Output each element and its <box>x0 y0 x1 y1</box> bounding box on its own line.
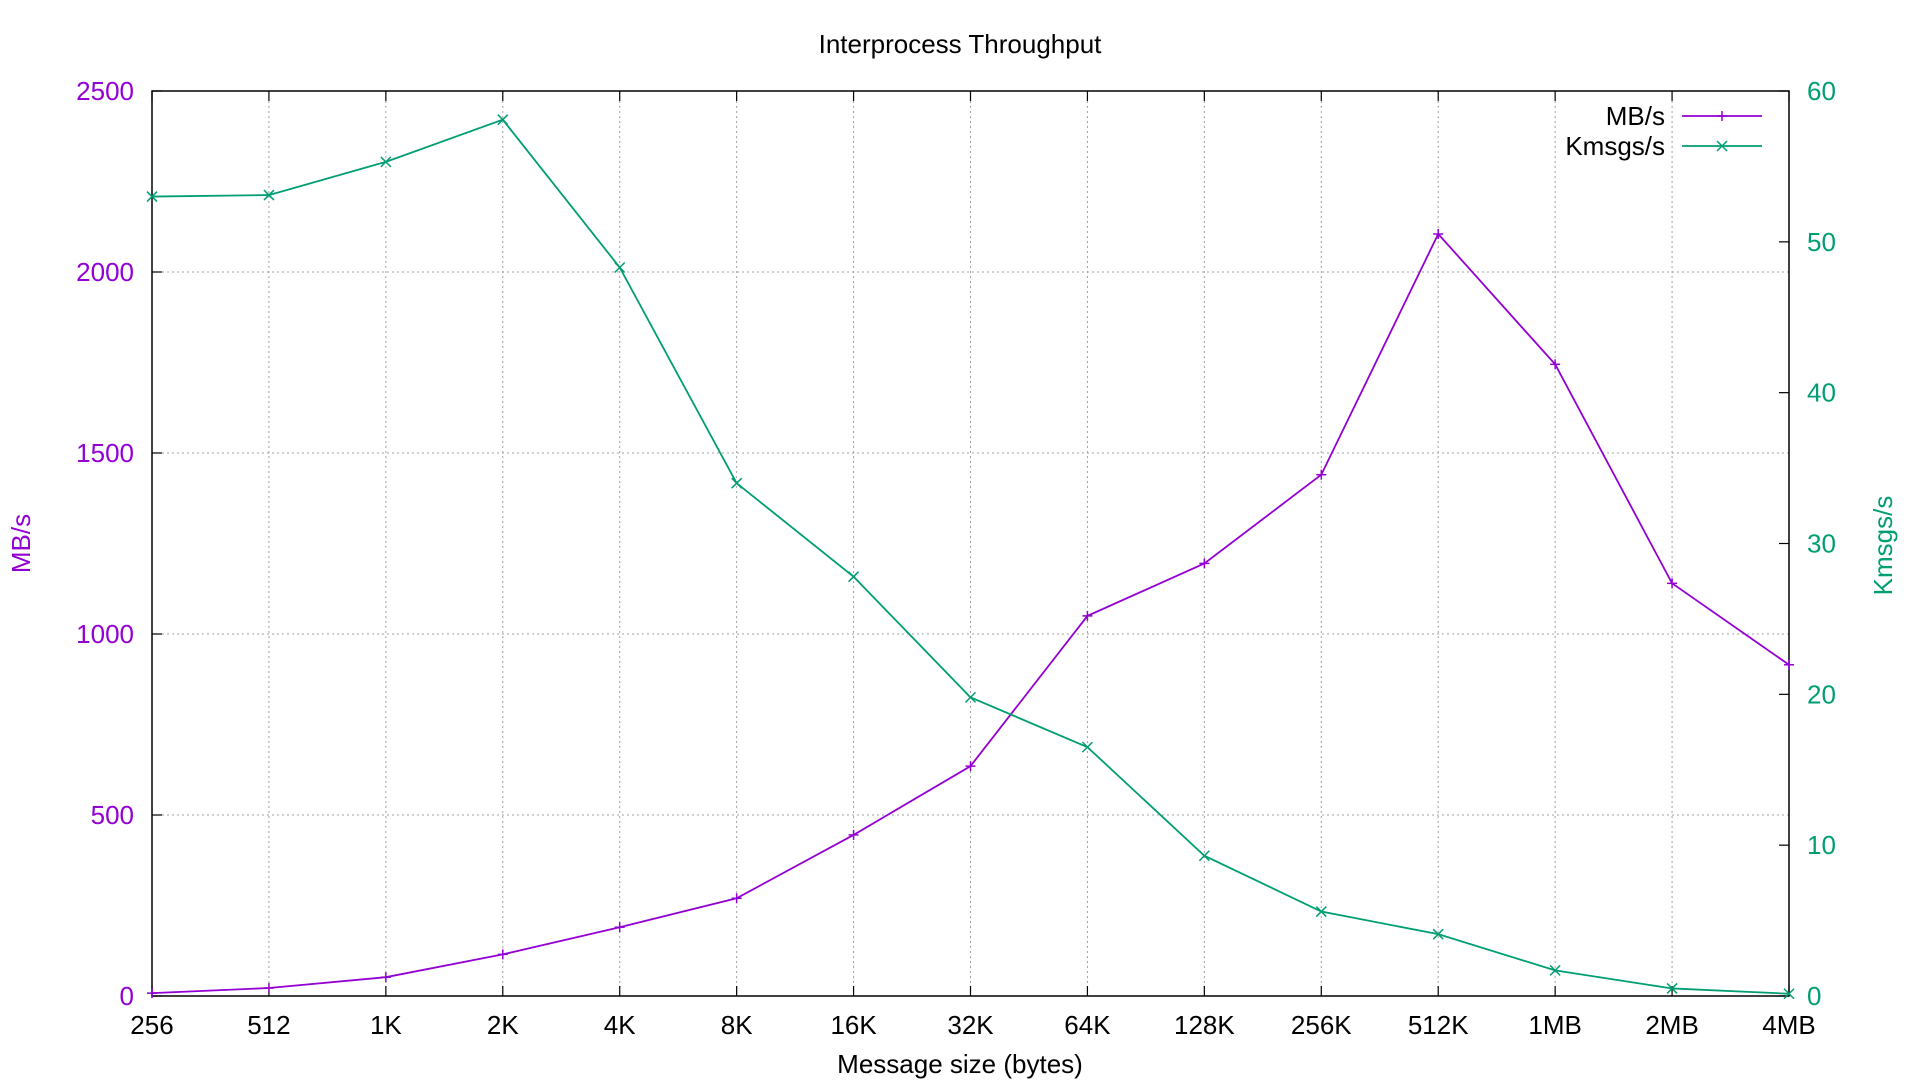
x-tick-label: 256 <box>130 1010 173 1040</box>
y2-axis-label: Kmsgs/s <box>1868 496 1898 596</box>
data-point <box>964 691 977 703</box>
data-point <box>1315 906 1327 918</box>
legend-label: MB/s <box>1606 101 1665 131</box>
data-point <box>1550 359 1561 370</box>
y2-tick-label: 40 <box>1807 378 1836 408</box>
data-point <box>497 114 509 126</box>
axis-ticks: 256 512 1K 2K 4K 8K 16K 32K 64K 128K 256K 512K 1MB 2M… <box>76 76 1836 1040</box>
data-point <box>147 988 157 999</box>
data-point <box>263 983 274 994</box>
x-tick-label: 4K <box>604 1010 636 1040</box>
data-point <box>731 477 743 489</box>
legend-marker <box>1716 140 1728 152</box>
data-point <box>1198 850 1210 862</box>
series-mb-per-s <box>147 228 1794 999</box>
y2-tick-label: 50 <box>1807 227 1836 257</box>
y-tick-label: 0 <box>120 981 134 1011</box>
y2-tick-label: 20 <box>1807 679 1836 709</box>
x-tick-label: 128K <box>1174 1010 1235 1040</box>
y2-tick-label: 0 <box>1807 981 1821 1011</box>
data-point <box>146 191 158 203</box>
data-point <box>614 261 626 274</box>
chart-title: Interprocess Throughput <box>819 29 1103 59</box>
data-point <box>1433 228 1444 239</box>
series-kmsgs-per-s <box>146 114 1795 1000</box>
data-point <box>1666 982 1678 994</box>
data-point <box>1784 659 1794 670</box>
y2-tick-label: 30 <box>1807 529 1836 559</box>
x-tick-label: 16K <box>830 1010 877 1040</box>
data-point <box>380 972 391 983</box>
x-tick-label: 64K <box>1064 1010 1111 1040</box>
data-point <box>1081 741 1093 753</box>
data-point <box>497 949 508 960</box>
series-layer <box>146 114 1795 1000</box>
data-point <box>614 922 625 933</box>
y-tick-label: 1500 <box>76 438 134 468</box>
x-tick-label: 1K <box>370 1010 402 1040</box>
y2-tick-label: 10 <box>1807 830 1836 860</box>
x-tick-label: 8K <box>721 1010 753 1040</box>
data-point <box>1667 578 1678 589</box>
x-tick-label: 4MB <box>1762 1010 1815 1040</box>
y-tick-label: 1000 <box>76 619 134 649</box>
data-point <box>1549 964 1561 976</box>
x-tick-label: 512 <box>247 1010 290 1040</box>
y-axis-label: MB/s <box>6 514 36 573</box>
legend-label: Kmsgs/s <box>1565 131 1665 161</box>
data-point <box>263 189 275 201</box>
data-point <box>1199 558 1210 569</box>
data-point <box>1082 610 1093 621</box>
data-point <box>1432 928 1444 940</box>
data-point <box>1783 988 1795 1000</box>
legend-marker <box>1717 111 1727 121</box>
data-point <box>848 829 859 840</box>
data-point <box>1316 469 1327 480</box>
x-tick-label: 1MB <box>1528 1010 1581 1040</box>
data-point <box>731 893 742 904</box>
data-point <box>848 571 860 583</box>
y2-tick-label: 60 <box>1807 76 1836 106</box>
y-tick-label: 500 <box>91 800 134 830</box>
grid-lines <box>152 91 1789 996</box>
x-axis-label: Message size (bytes) <box>837 1049 1083 1079</box>
x-tick-label: 2MB <box>1645 1010 1698 1040</box>
x-tick-label: 2K <box>487 1010 519 1040</box>
x-tick-label: 512K <box>1408 1010 1469 1040</box>
y-tick-label: 2000 <box>76 257 134 287</box>
y-tick-label: 2500 <box>76 76 134 106</box>
x-tick-label: 256K <box>1291 1010 1352 1040</box>
data-point <box>965 761 976 772</box>
x-tick-label: 32K <box>947 1010 994 1040</box>
data-point <box>380 156 392 168</box>
